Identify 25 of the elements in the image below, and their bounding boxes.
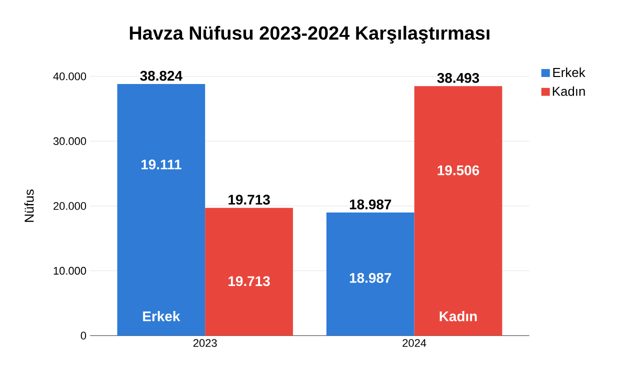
annotation: 19.713 <box>228 276 270 286</box>
data-label: 38.824 <box>140 70 182 81</box>
annotation: 18.987 <box>350 272 392 283</box>
annotation: 19.111 <box>141 159 182 170</box>
annotation: Kadın <box>440 310 477 322</box>
data-label: 18.987 <box>350 199 392 210</box>
bar <box>117 84 206 336</box>
bar <box>205 208 293 336</box>
bar <box>414 86 502 336</box>
data-label: 19.713 <box>228 194 270 205</box>
y-tick-label: 20.000 <box>54 202 86 210</box>
y-tick-label: 0 <box>80 332 86 340</box>
legend-label: Erkek <box>553 67 586 77</box>
y-tick-label: 10.000 <box>54 266 86 275</box>
data-label: 38.493 <box>437 72 480 83</box>
x-tick-label: 2023 <box>193 339 217 347</box>
bar <box>326 212 414 336</box>
x-tick-label: 2024 <box>402 339 426 347</box>
chart-title: Havza Nüfusu 2023-2024 Karşılaştırması <box>130 26 490 44</box>
legend-label: Kadın <box>552 86 585 96</box>
annotation: Erkek <box>143 310 180 322</box>
y-tick-label: 40.000 <box>53 72 86 80</box>
annotation: 19.506 <box>438 165 480 176</box>
y-tick-label: 30.000 <box>53 137 86 145</box>
y-axis-title: Nüfus <box>24 189 34 222</box>
